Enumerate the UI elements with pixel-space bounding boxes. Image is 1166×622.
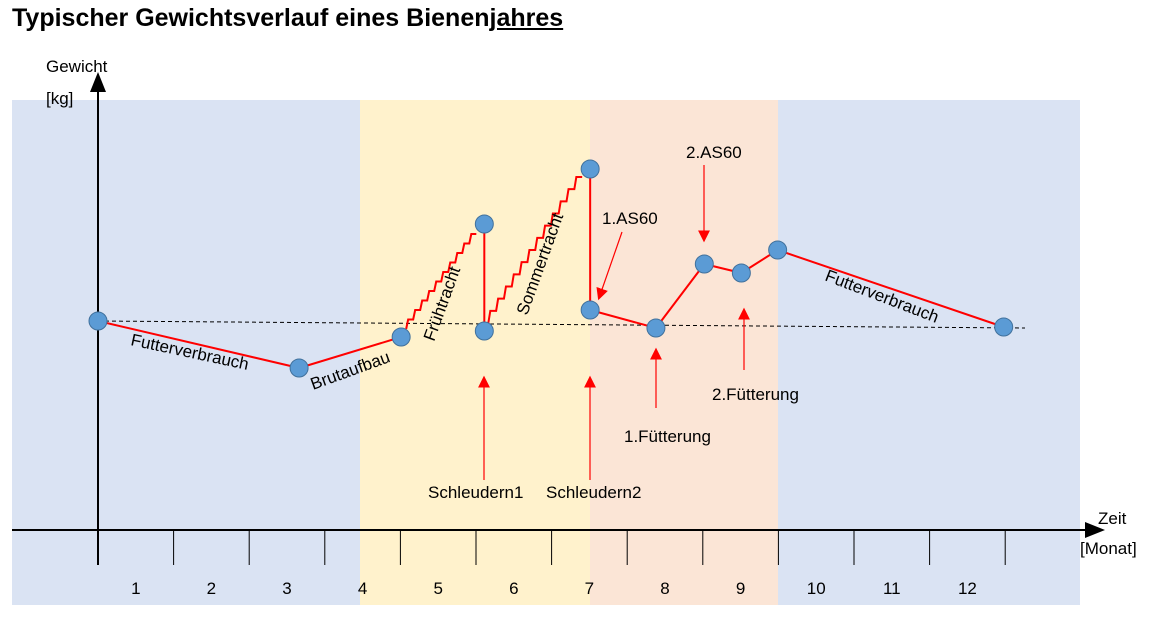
title-underlined: jahres <box>489 4 564 32</box>
data-point <box>580 300 600 320</box>
weight-line <box>298 336 402 369</box>
x-tick-label: 4 <box>358 579 367 598</box>
annotation-fuetterung-2: 2.Fütterung <box>712 385 799 404</box>
tracht-stairs <box>487 176 583 324</box>
annotation-schleudern2: Schleudern2 <box>546 483 641 502</box>
weight-line <box>97 320 300 369</box>
season-bands <box>12 100 1080 605</box>
season-band <box>360 100 590 605</box>
season-band <box>12 100 360 605</box>
x-ticks: 1 2 3 4 5 6 7 8 9 10 11 12 <box>131 530 1006 598</box>
x-label-1: Zeit <box>1098 509 1127 528</box>
x-tick-label: 2 <box>207 579 216 598</box>
x-label-2: [Monat] <box>1080 539 1137 558</box>
annotation-arrows <box>478 165 750 480</box>
x-tick-label: 12 <box>958 579 977 598</box>
data-point <box>474 321 494 341</box>
data-point <box>474 214 494 234</box>
annotation-as60-2: 2.AS60 <box>686 143 742 162</box>
x-tick-label: 6 <box>509 579 518 598</box>
x-tick-label: 5 <box>433 579 442 598</box>
x-tick-label: 11 <box>883 579 901 598</box>
data-points <box>88 159 1014 378</box>
x-tick-label: 3 <box>282 579 291 598</box>
annotation-arrow <box>596 231 623 301</box>
season-band <box>590 100 778 605</box>
data-point <box>731 263 751 283</box>
annotation-schleudern1: Schleudern1 <box>428 483 523 502</box>
data-point <box>994 317 1014 337</box>
weight-lines <box>97 169 1005 369</box>
chart-title: Typischer Gewichtsverlauf eines Bienenja… <box>12 4 563 33</box>
tracht-stairs <box>405 233 477 330</box>
weight-line <box>655 263 706 329</box>
data-point <box>580 159 600 179</box>
x-tick-label: 7 <box>585 579 594 598</box>
data-point <box>289 358 309 378</box>
data-point <box>391 327 411 347</box>
baseline-dashed <box>97 320 1026 329</box>
x-tick-label: 10 <box>807 579 826 598</box>
y-label-1: Gewicht <box>46 57 108 76</box>
x-tick-label: 9 <box>736 579 745 598</box>
x-tick-label: 1 <box>131 579 140 598</box>
weight-line <box>589 309 657 329</box>
title-text: Typischer Gewichtsverlauf eines Bienen <box>12 4 490 32</box>
data-point <box>88 311 108 331</box>
x-tick-label: 8 <box>660 579 669 598</box>
data-point <box>694 254 714 274</box>
season-band <box>778 100 1080 605</box>
weight-line <box>777 249 1005 328</box>
y-label-2: [kg] <box>46 89 73 108</box>
data-point <box>646 318 666 338</box>
data-point <box>768 240 788 260</box>
annotation-fuetterung-1: 1.Fütterung <box>624 427 711 446</box>
annotation-as60-1: 1.AS60 <box>602 209 658 228</box>
